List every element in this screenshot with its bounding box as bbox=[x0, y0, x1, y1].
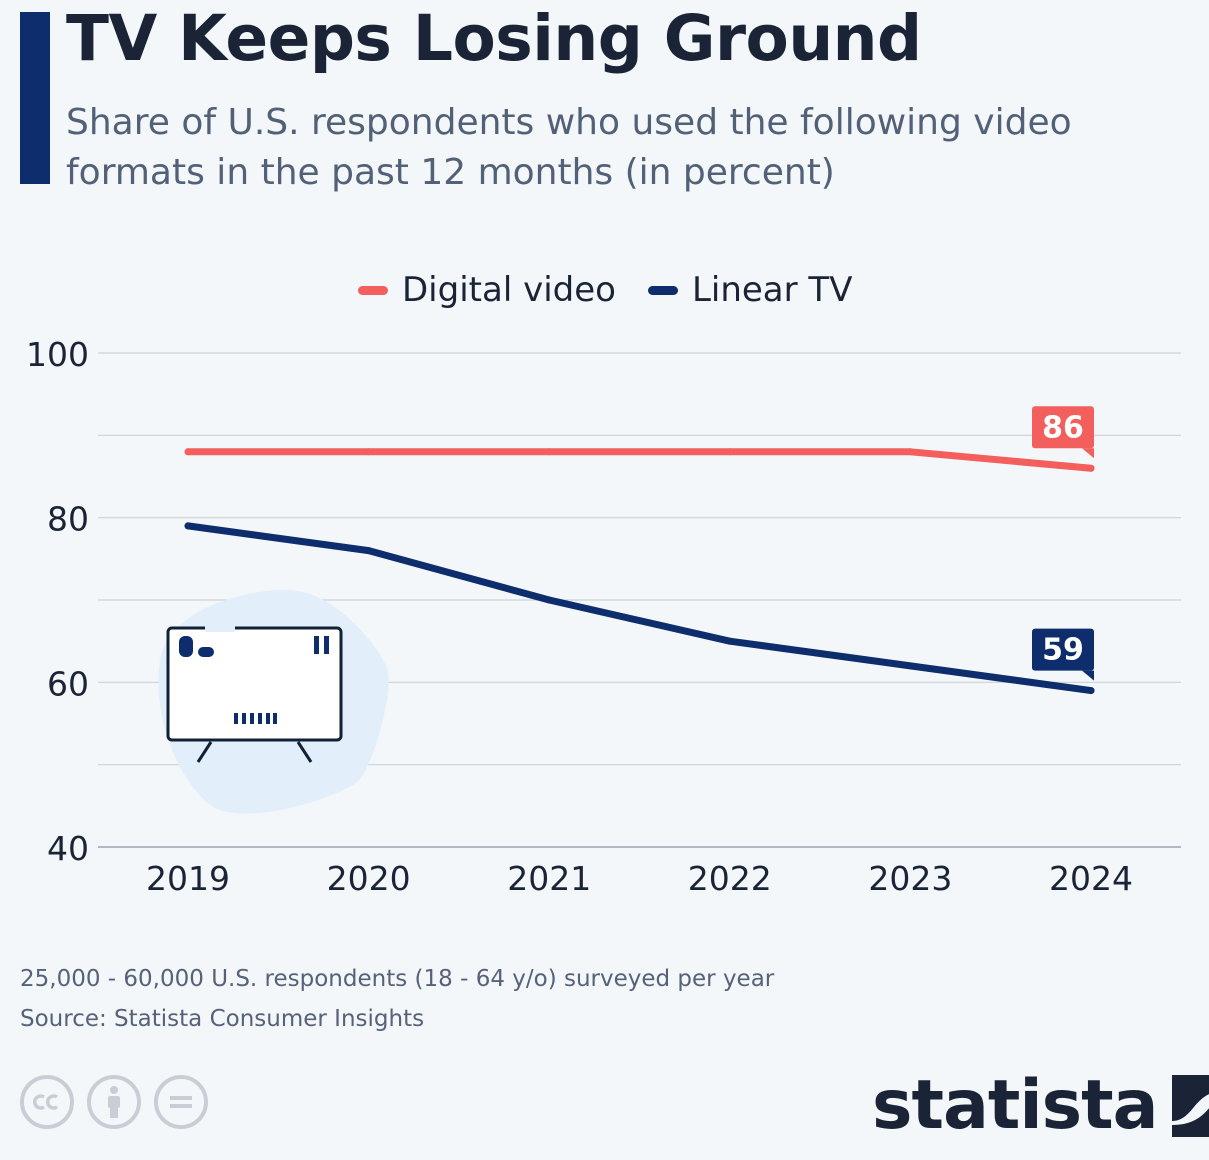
data-point bbox=[906, 662, 914, 670]
series-lines bbox=[184, 448, 1095, 695]
y-tick-label: 100 bbox=[26, 335, 89, 374]
statista-logo-icon bbox=[1171, 1074, 1209, 1137]
end-label-bubble bbox=[1032, 628, 1094, 671]
x-tick-label: 2020 bbox=[327, 859, 411, 898]
title-accent-bar bbox=[20, 12, 50, 184]
legend-item-digital-video: Digital video bbox=[358, 270, 616, 310]
data-labels: 86 59 bbox=[1032, 406, 1094, 681]
data-point bbox=[365, 547, 373, 555]
data-point bbox=[726, 637, 734, 645]
chart-subtitle: Share of U.S. respondents who used the f… bbox=[66, 102, 1072, 193]
legend: Digital video Linear TV bbox=[358, 268, 852, 312]
line-chart: 40 60 80 100 2019 2020 2021 2022 2023 2024 86 59 bbox=[26, 335, 1181, 898]
logo-wordmark: statista bbox=[872, 1066, 1159, 1145]
legend-swatch-linear-tv bbox=[647, 285, 678, 295]
equals-glyph bbox=[170, 1096, 192, 1108]
data-point bbox=[545, 596, 553, 604]
y-tick-label: 40 bbox=[47, 829, 89, 868]
data-point bbox=[726, 448, 734, 456]
statista-logo[interactable]: statista bbox=[872, 1066, 1209, 1145]
series-line-digital-video bbox=[184, 448, 1095, 472]
data-point bbox=[545, 448, 553, 456]
end-label-bubble bbox=[1032, 406, 1094, 449]
x-tick-label: 2023 bbox=[868, 859, 952, 898]
y-axis-ticks: 40 60 80 100 bbox=[26, 335, 89, 868]
cc-icon[interactable] bbox=[20, 1075, 74, 1129]
data-point bbox=[184, 448, 192, 456]
chart-title: TV Keeps Losing Ground bbox=[66, 2, 922, 75]
legend-label-linear-tv: Linear TV bbox=[691, 270, 853, 310]
legend-label-digital-video: Digital video bbox=[402, 270, 616, 310]
no-derivatives-icon[interactable] bbox=[154, 1075, 208, 1129]
tv-icon bbox=[166, 624, 343, 763]
footnote: 25,000 - 60,000 U.S. respondents (18 - 6… bbox=[20, 966, 775, 992]
y-tick-label: 60 bbox=[47, 664, 89, 703]
end-value-label: 86 bbox=[1032, 406, 1094, 459]
legend-swatch-digital-video bbox=[358, 285, 388, 295]
end-value-label: 59 bbox=[1032, 628, 1094, 681]
data-point bbox=[1087, 687, 1095, 695]
data-point bbox=[1087, 464, 1095, 472]
license-icons bbox=[20, 1075, 208, 1129]
data-point bbox=[365, 448, 373, 456]
end-label-pointer bbox=[1082, 448, 1094, 459]
series-line-linear-tv bbox=[184, 522, 1095, 695]
end-label-text: 59 bbox=[1042, 633, 1084, 668]
attribution-icon[interactable] bbox=[87, 1075, 141, 1129]
x-tick-label: 2019 bbox=[146, 859, 230, 898]
x-tick-label: 2024 bbox=[1049, 859, 1133, 898]
person-glyph bbox=[108, 1086, 120, 1118]
x-tick-label: 2022 bbox=[688, 859, 772, 898]
x-tick-label: 2021 bbox=[507, 859, 591, 898]
y-tick-label: 80 bbox=[47, 500, 89, 539]
end-label-pointer bbox=[1082, 670, 1094, 681]
end-label-text: 86 bbox=[1042, 410, 1084, 445]
source-note: Source: Statista Consumer Insights bbox=[20, 1006, 425, 1032]
tv-illustration bbox=[158, 589, 389, 814]
data-point bbox=[906, 448, 914, 456]
x-axis-ticks: 2019 2020 2021 2022 2023 2024 bbox=[146, 859, 1133, 898]
legend-item-linear-tv: Linear TV bbox=[647, 270, 853, 310]
data-point bbox=[184, 522, 192, 530]
cc-glyph bbox=[33, 1094, 58, 1110]
